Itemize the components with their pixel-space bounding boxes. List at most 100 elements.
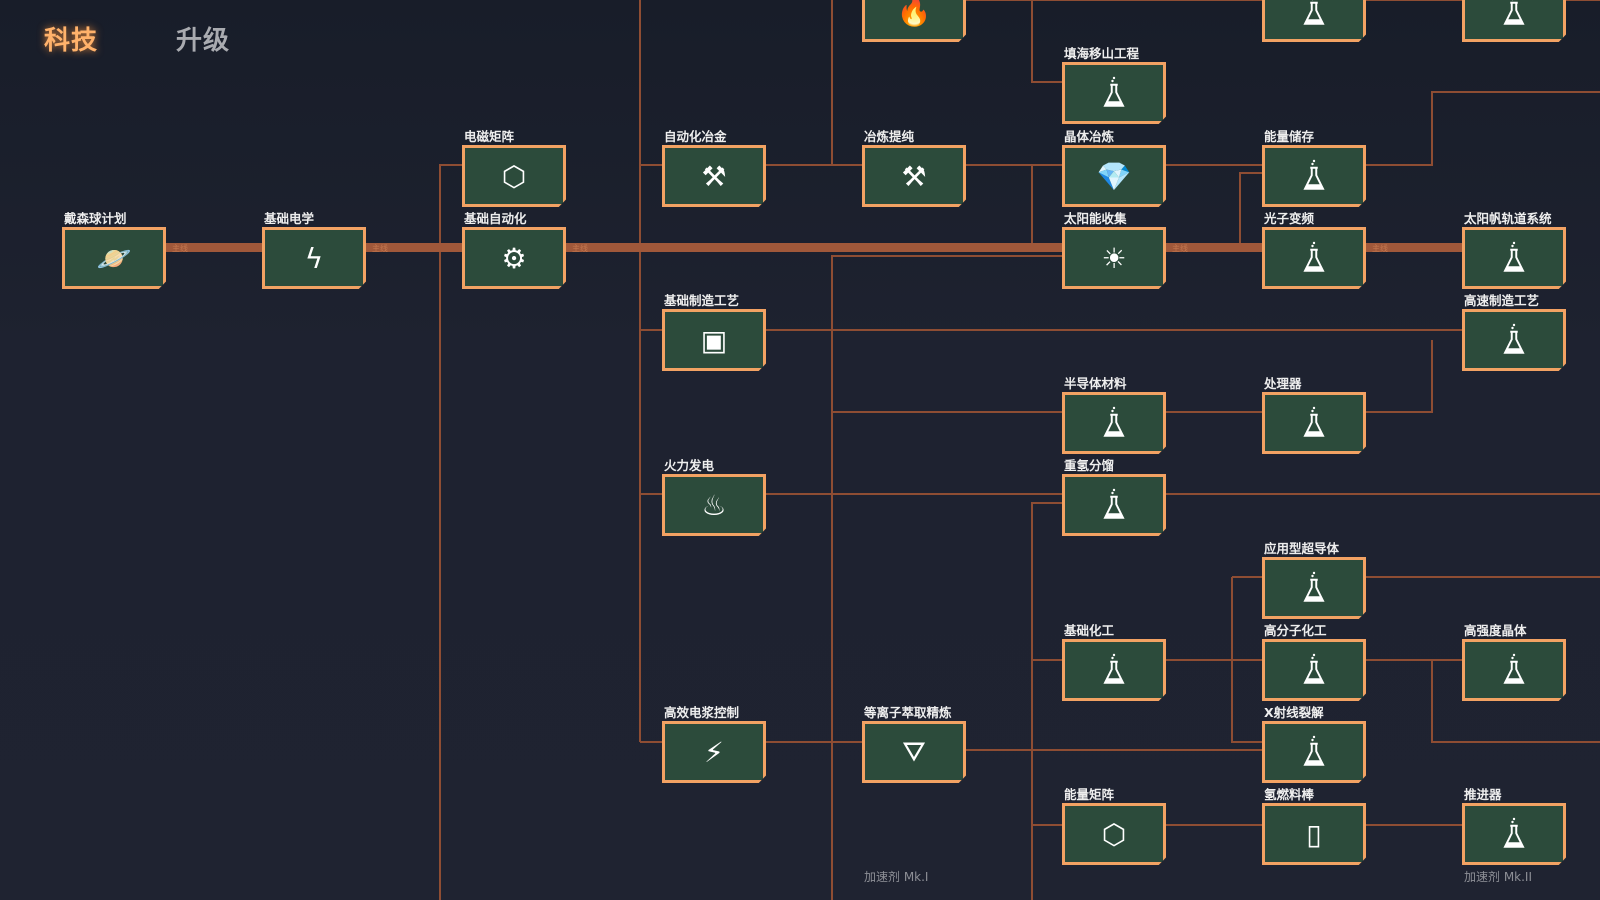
tech-node-label: 自动化冶金 <box>664 129 727 144</box>
flask-icon <box>1094 73 1134 113</box>
tech-node-frame <box>1062 474 1166 536</box>
tech-node-label: 能量储存 <box>1264 129 1315 144</box>
tech-node[interactable]: 等离子萃取精炼 ⛛ <box>862 705 966 783</box>
tech-node-frame <box>62 227 166 289</box>
tech-node[interactable]: 高分子化工 <box>1262 623 1366 701</box>
flask-icon <box>1294 650 1334 690</box>
tech-node-label: 基础自动化 <box>464 211 527 226</box>
flask-icon <box>1494 814 1534 854</box>
tech-node[interactable]: 基础电学 ϟ <box>262 211 366 289</box>
tech-node-label: 半导体材料 <box>1064 376 1127 391</box>
tech-node[interactable]: 高效电浆控制 ⚡ <box>662 705 766 783</box>
tech-node-frame <box>1262 721 1366 783</box>
flask-icon <box>1094 485 1134 525</box>
tech-node[interactable]: 处理器 <box>1262 376 1366 454</box>
tech-node[interactable]: 冶炼提纯 ⚒ <box>862 129 966 207</box>
tech-node[interactable] <box>1462 0 1566 42</box>
flask-icon <box>1494 650 1534 690</box>
flask-icon <box>1094 650 1134 690</box>
flask-icon <box>1294 403 1334 443</box>
tech-node-frame <box>1462 227 1566 289</box>
tab-bar: 科技 升级 <box>44 20 230 57</box>
tech-node-label: 推进器 <box>1464 787 1502 802</box>
flask-icon <box>1294 732 1334 772</box>
tech-node-label: 重氢分馏 <box>1064 458 1115 473</box>
tech-node-frame <box>1262 145 1366 207</box>
tech-node-frame <box>662 309 766 371</box>
main-line-label: 主线 <box>372 244 388 253</box>
tech-node[interactable]: 火力发电 ♨ <box>662 458 766 536</box>
tech-node[interactable]: 推进器 <box>1462 787 1566 865</box>
tech-node-frame <box>1462 639 1566 701</box>
tech-node[interactable]: 光子变频 <box>1262 211 1366 289</box>
tech-node[interactable]: 🔥 <box>862 0 966 42</box>
tab-tech[interactable]: 科技 <box>44 26 99 56</box>
upgrade-label-mk1: 加速剂 Mk.I <box>864 870 929 884</box>
tech-node-frame <box>262 227 366 289</box>
flask-icon <box>1494 238 1534 278</box>
main-line <box>165 243 1465 252</box>
tech-node[interactable]: 应用型超导体 <box>1262 541 1366 619</box>
anvil-icon: ⚒ <box>701 159 727 193</box>
tech-node-frame <box>862 145 966 207</box>
flask-icon <box>1494 320 1534 360</box>
tech-node-frame <box>1062 392 1166 454</box>
tech-node-label: 晶体冶炼 <box>1064 129 1115 144</box>
tech-node-frame <box>1462 309 1566 371</box>
tech-node-label: 冶炼提纯 <box>864 129 915 144</box>
tech-node[interactable]: 太阳帆轨道系统 <box>1462 211 1566 289</box>
main-line-label: 主线 <box>1172 244 1188 253</box>
main-line-label: 主线 <box>1372 244 1388 253</box>
tech-node-label: 应用型超导体 <box>1264 541 1340 556</box>
tech-node-frame <box>662 145 766 207</box>
tech-node[interactable]: 电磁矩阵 ⬡ <box>462 129 566 207</box>
tech-node-frame <box>1062 639 1166 701</box>
tech-node[interactable]: 太阳能收集 ☀ <box>1062 211 1166 289</box>
tech-node[interactable]: 自动化冶金 ⚒ <box>662 129 766 207</box>
tech-node-label: 氢燃料棒 <box>1264 787 1315 802</box>
tech-node-frame <box>1462 803 1566 865</box>
metal-fire-icon: 🔥 <box>896 0 932 28</box>
tech-node-frame <box>862 721 966 783</box>
tech-node-label: 高速制造工艺 <box>1464 293 1540 308</box>
flask-icon <box>1494 0 1534 31</box>
tech-node[interactable]: 戴森球计划 🪐 <box>62 211 166 289</box>
tech-node[interactable] <box>1262 0 1366 42</box>
tech-node-frame <box>1062 803 1166 865</box>
tech-node[interactable]: 能量矩阵 ⬡ <box>1062 787 1166 865</box>
tech-node[interactable]: 高速制造工艺 <box>1462 293 1566 371</box>
matrix-cube-icon: ⬡ <box>1101 817 1127 851</box>
sun-icon: ☀ <box>1101 241 1127 275</box>
tech-node-label: 高效电浆控制 <box>664 705 740 720</box>
tech-node-label: 能量矩阵 <box>1064 787 1115 802</box>
tech-node-frame <box>1262 227 1366 289</box>
tech-node-label: 电磁矩阵 <box>464 129 515 144</box>
tech-node-label: X射线裂解 <box>1264 705 1324 720</box>
plasma-icon: ⚡ <box>704 735 724 769</box>
tech-node-frame <box>1062 145 1166 207</box>
tech-node-label: 高强度晶体 <box>1464 623 1527 638</box>
tech-node[interactable]: 基础自动化 ⚙ <box>462 211 566 289</box>
flask-icon <box>1294 0 1334 31</box>
tech-node[interactable]: X射线裂解 <box>1262 705 1366 783</box>
tech-node[interactable]: 高强度晶体 <box>1462 623 1566 701</box>
dyson-person-planet-icon: 🪐 <box>96 241 132 275</box>
tech-node[interactable]: 半导体材料 <box>1062 376 1166 454</box>
tech-node[interactable]: 晶体冶炼 💎 <box>1062 129 1166 207</box>
tech-node-label: 火力发电 <box>664 458 715 473</box>
matrix-cube-icon: ⬡ <box>501 159 527 193</box>
flask-icon <box>1094 403 1134 443</box>
tech-node[interactable]: 能量储存 <box>1262 129 1366 207</box>
tech-node[interactable]: 填海移山工程 <box>1062 46 1166 124</box>
tech-node-label: 基础电学 <box>264 211 315 226</box>
tech-node[interactable]: 氢燃料棒 ▯ <box>1262 787 1366 865</box>
tech-node[interactable]: 基础化工 <box>1062 623 1166 701</box>
tech-node[interactable]: 重氢分馏 <box>1062 458 1166 536</box>
tab-upgrade[interactable]: 升级 <box>176 26 231 56</box>
tech-node-frame <box>462 145 566 207</box>
molecule-anvil-icon: ⚒ <box>901 159 927 193</box>
tech-node[interactable]: 基础制造工艺 ▣ <box>662 293 766 371</box>
tech-node-label: 基础制造工艺 <box>664 293 740 308</box>
tech-node-frame <box>862 0 966 42</box>
power-plant-icon: ♨ <box>701 488 727 522</box>
